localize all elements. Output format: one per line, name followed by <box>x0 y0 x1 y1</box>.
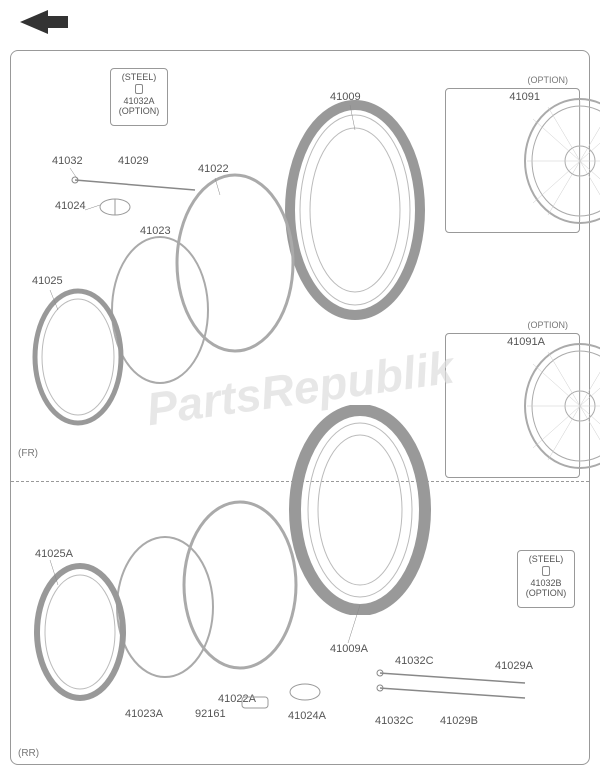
box-41032b: (STEEL) 41032B (OPTION) <box>517 550 575 608</box>
wheel-svg-2 <box>513 334 600 479</box>
label-41025: 41025 <box>32 275 63 287</box>
rim-front-svg <box>28 285 128 430</box>
damper-svg <box>240 695 270 710</box>
option-label: (OPTION) <box>114 106 164 116</box>
label-41032a: 41032A <box>114 96 164 106</box>
label-41029b: 41029B <box>440 715 478 727</box>
diagram-container: PartsRepublik (FR) (RR) (STEEL) 41032A (… <box>0 0 600 775</box>
box-41032a: (STEEL) 41032A (OPTION) <box>110 68 168 126</box>
label-41029: 41029 <box>118 155 149 167</box>
label-92161: 92161 <box>195 708 226 720</box>
label-41023: 41023 <box>140 225 171 237</box>
label-41032c2: 41032C <box>375 715 414 727</box>
steel-label-2: (STEEL) <box>521 554 571 564</box>
label-41009: 41009 <box>330 91 361 103</box>
label-41032: 41032 <box>52 155 83 167</box>
option-label-top: (OPTION) <box>528 75 569 85</box>
label-41029a: 41029A <box>495 660 533 672</box>
tire-rear-svg <box>285 405 435 615</box>
label-41022: 41022 <box>198 163 229 175</box>
fr-label: (FR) <box>18 448 38 459</box>
box-41091a <box>445 333 580 478</box>
label-41009a: 41009A <box>330 643 368 655</box>
label-41024: 41024 <box>55 200 86 212</box>
option-label-3: (OPTION) <box>521 588 571 598</box>
label-41091: 41091 <box>509 91 540 103</box>
label-41032b: 41032B <box>521 578 571 588</box>
label-41091a: 41091A <box>507 336 545 348</box>
label-41024a: 41024A <box>288 710 326 722</box>
label-41032c: 41032C <box>395 655 434 667</box>
rim-rear-svg <box>30 560 130 705</box>
back-arrow <box>20 10 48 34</box>
steel-label: (STEEL) <box>114 72 164 82</box>
label-41023a: 41023A <box>125 708 163 720</box>
nipple-icon <box>135 84 143 94</box>
rr-label: (RR) <box>18 748 39 759</box>
label-41025a: 41025A <box>35 548 73 560</box>
box-41091 <box>445 88 580 233</box>
tire-front-svg <box>280 100 430 320</box>
wheel-svg-1 <box>513 89 600 234</box>
bead-front-svg <box>95 195 135 220</box>
nipple-icon-2 <box>542 566 550 576</box>
bead-rear-svg <box>285 680 325 705</box>
option-label-2: (OPTION) <box>528 320 569 330</box>
